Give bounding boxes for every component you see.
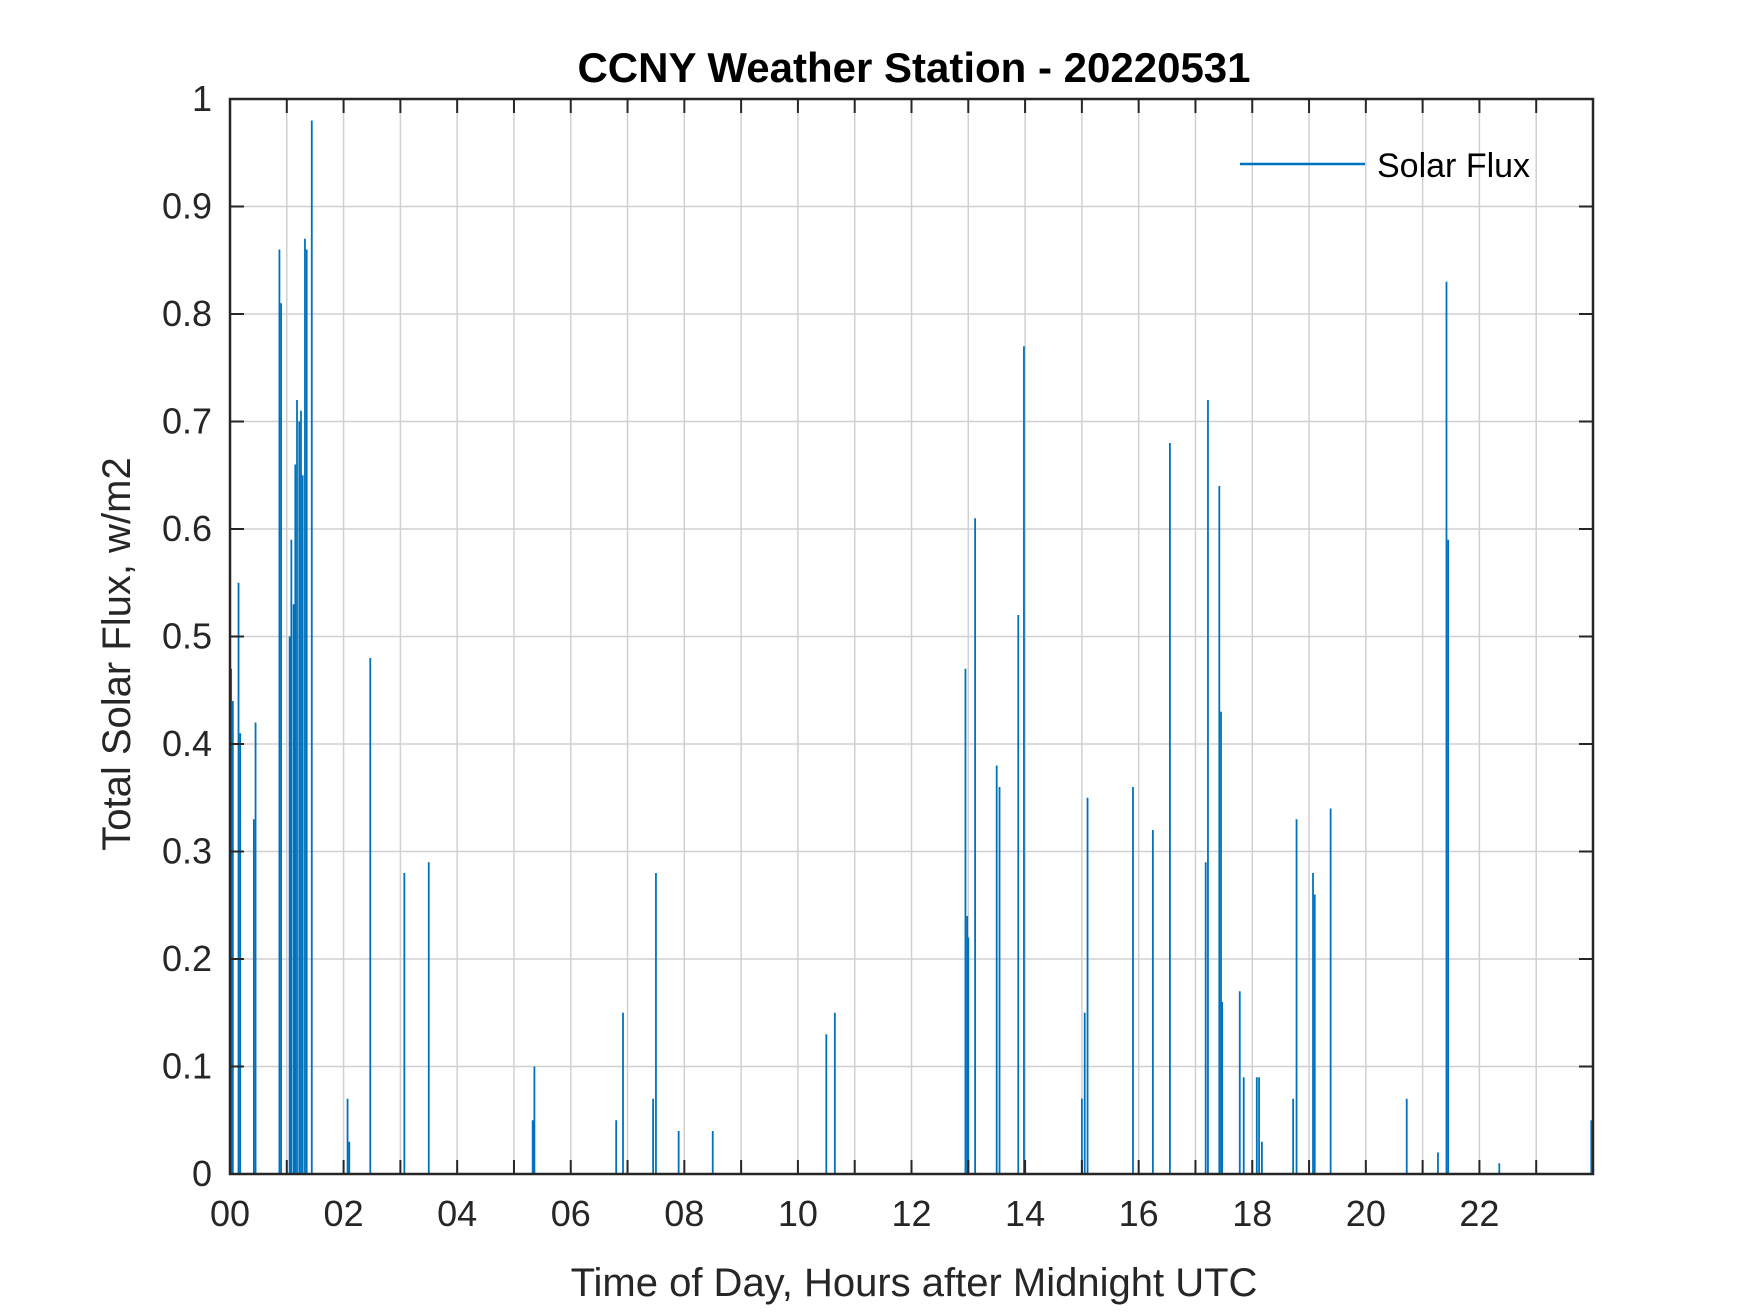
x-tick-label: 02 (324, 1193, 364, 1234)
y-axis-label: Total Solar Flux, w/m2 (95, 457, 139, 850)
y-tick-label: 0.5 (162, 616, 212, 657)
series-solar-flux (230, 120, 1593, 1175)
y-tick-label: 0.1 (162, 1046, 212, 1087)
x-tick-label: 18 (1232, 1193, 1272, 1234)
x-tick-label: 12 (891, 1193, 931, 1234)
x-tick-label: 10 (778, 1193, 818, 1234)
x-tick-label: 22 (1459, 1193, 1499, 1234)
x-tick-label: 06 (551, 1193, 591, 1234)
x-axis-label: Time of Day, Hours after Midnight UTC (571, 1261, 1258, 1305)
legend: Solar Flux (1240, 147, 1530, 185)
chart-title: CCNY Weather Station - 20220531 (577, 44, 1250, 91)
tick-labels: 00 02 04 06 08 10 12 14 16 18 20 22 0 0.1 0.2 0.3 0.4 0.5… (162, 78, 1499, 1234)
grid (230, 99, 1593, 1174)
axis-ticks (230, 98, 1593, 1175)
y-tick-label: 1 (192, 78, 212, 119)
y-tick-label: 0.6 (162, 508, 212, 549)
x-tick-label: 00 (210, 1193, 250, 1234)
y-tick-label: 0 (192, 1153, 212, 1194)
x-tick-label: 14 (1005, 1193, 1045, 1234)
x-tick-label: 16 (1119, 1193, 1159, 1234)
x-tick-label: 04 (437, 1193, 477, 1234)
y-tick-label: 0.2 (162, 938, 212, 979)
legend-label: Solar Flux (1377, 147, 1530, 185)
x-tick-label: 20 (1346, 1193, 1386, 1234)
y-tick-label: 0.8 (162, 293, 212, 334)
y-tick-label: 0.4 (162, 723, 212, 764)
x-tick-label: 08 (664, 1193, 704, 1234)
y-tick-label: 0.9 (162, 186, 212, 227)
y-tick-label: 0.3 (162, 831, 212, 872)
y-tick-label: 0.7 (162, 401, 212, 442)
